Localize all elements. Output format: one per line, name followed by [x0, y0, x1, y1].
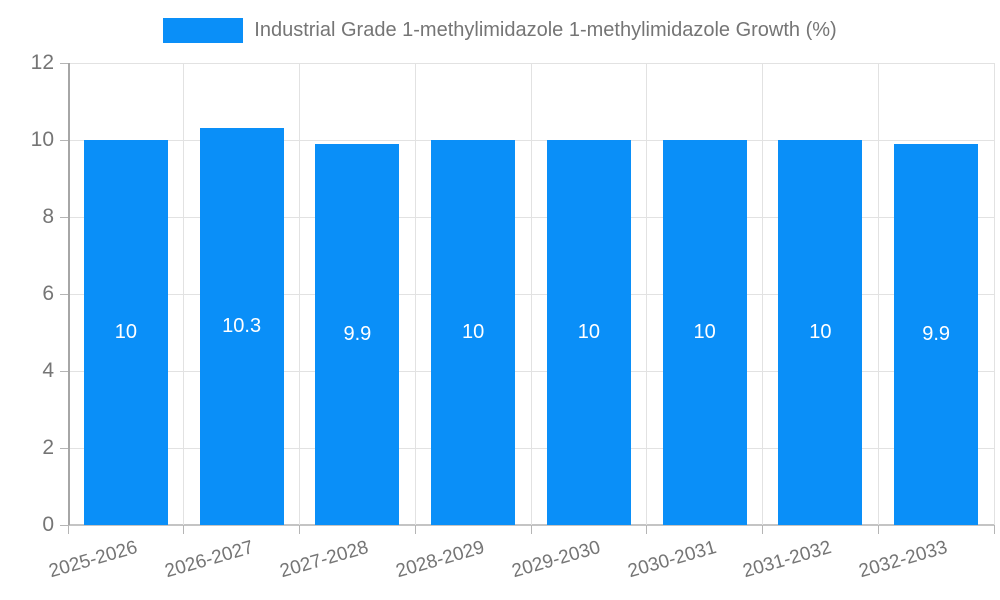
bar-value-label: 10 [114, 321, 137, 343]
y-axis-tick [60, 62, 68, 64]
x-axis-tick [993, 525, 995, 534]
y-axis-tick-label: 4 [42, 359, 54, 382]
v-gridline [993, 63, 995, 525]
v-gridline [414, 63, 416, 525]
plot-area: 10 10.3 9.9 10 10 10 10 9.9 [68, 62, 995, 526]
y-axis-tick-label: 2 [42, 436, 54, 459]
bar-value-label: 10 [462, 321, 485, 343]
bar-2028-2029[interactable]: 10 [431, 140, 516, 525]
v-gridline [877, 63, 879, 525]
y-axis-tick [60, 293, 68, 295]
y-axis-tick [60, 447, 68, 449]
x-axis-tick [646, 525, 648, 534]
y-axis-tick-label: 6 [42, 282, 54, 305]
y-axis-tick [60, 524, 68, 526]
y-axis-line [68, 63, 70, 525]
x-axis-tick [530, 525, 532, 534]
x-axis-tick [877, 525, 879, 534]
y-axis-tick-label: 8 [42, 205, 54, 228]
v-gridline [530, 63, 532, 525]
v-gridline [183, 63, 185, 525]
bar-value-label: 9.9 [343, 322, 372, 345]
x-axis-tick [762, 525, 763, 534]
legend-label: Industrial Grade 1-methylimidazole 1-met… [254, 19, 837, 41]
bar-2026-2027[interactable]: 10.3 [199, 128, 284, 525]
y-axis-tick-label: 10 [30, 128, 54, 151]
y-axis-tick-label: 12 [30, 51, 54, 74]
v-gridline [762, 63, 763, 525]
x-axis-tick [67, 525, 69, 534]
bar-value-label: 10 [693, 321, 716, 343]
v-gridline [646, 63, 648, 525]
bar-value-label: 10 [809, 321, 832, 343]
bar-value-label: 10 [577, 321, 600, 343]
legend[interactable]: Industrial Grade 1-methylimidazole 1-met… [0, 17, 1000, 43]
bar-2031-2032[interactable]: 10 [778, 140, 863, 525]
x-axis-tick [299, 525, 300, 534]
y-axis-tick-label: 0 [42, 513, 54, 536]
v-gridline [299, 63, 300, 525]
bar-2029-2030[interactable]: 10 [546, 140, 631, 525]
bar-2032-2033[interactable]: 9.9 [894, 143, 979, 525]
x-axis-tick [414, 525, 416, 534]
bar-value-label: 10.3 [222, 315, 262, 338]
chart-area: 10 10.3 9.9 10 10 10 10 9.9 0 2 4 6 8 10 12 2025-2026 2… [31, 52, 995, 582]
legend-swatch[interactable] [163, 17, 244, 43]
y-axis-tick [60, 370, 68, 372]
y-axis-tick [60, 216, 68, 218]
bar-value-label: 9.9 [922, 322, 951, 345]
bar-2027-2028[interactable]: 9.9 [315, 143, 400, 525]
y-axis-tick [60, 139, 68, 141]
bar-2030-2031[interactable]: 10 [662, 140, 747, 525]
x-axis-tick [183, 525, 185, 534]
bar-2025-2026[interactable]: 10 [83, 140, 168, 525]
